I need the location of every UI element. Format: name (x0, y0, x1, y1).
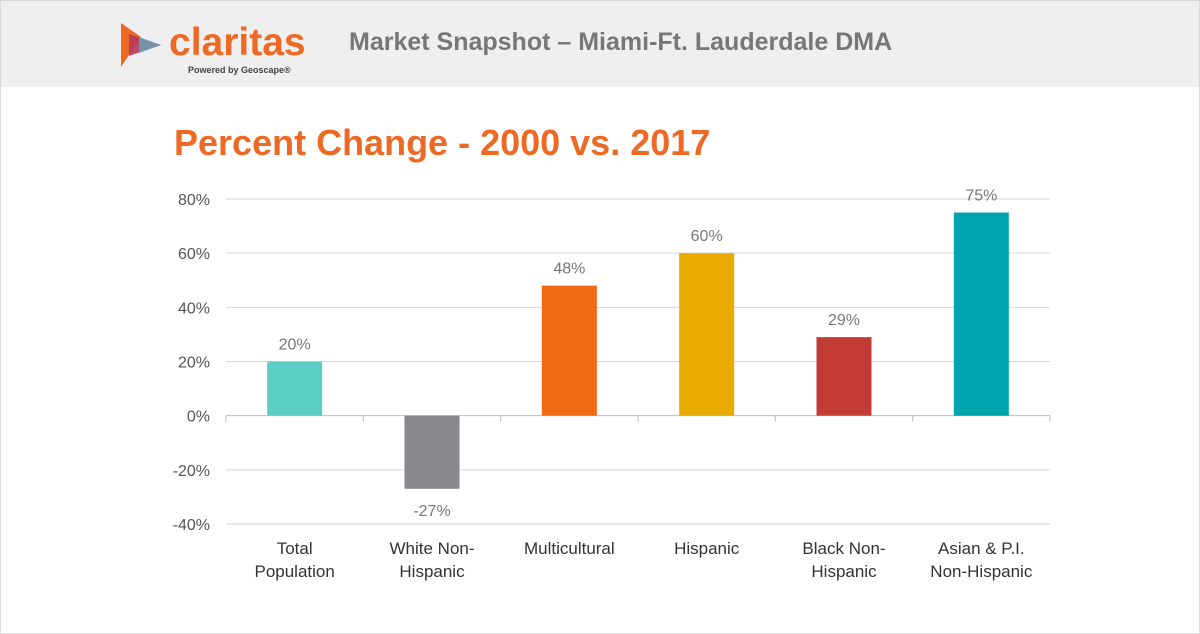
x-tick-label: Hispanic (811, 562, 877, 581)
y-tick-label: 80% (178, 192, 210, 209)
x-tick-label: White Non- (389, 539, 474, 558)
header-title: Market Snapshot – Miami-Ft. Lauderdale D… (349, 28, 893, 56)
data-label: 75% (965, 188, 997, 205)
y-tick-label: 60% (178, 246, 210, 263)
x-tick-label: Hispanic (399, 562, 465, 581)
x-tick-label: Black Non- (802, 539, 885, 558)
bar (541, 285, 597, 416)
data-label: 29% (828, 312, 860, 329)
bar (953, 212, 1009, 416)
y-tick-label: 40% (178, 300, 210, 317)
data-label: 60% (691, 228, 723, 245)
data-label: 20% (279, 337, 311, 354)
data-label: -27% (413, 503, 450, 520)
y-tick-label: -40% (173, 517, 210, 534)
bar (267, 361, 323, 416)
x-tick-label: Multicultural (524, 539, 615, 558)
data-label: 48% (553, 261, 585, 278)
logo-tagline: Powered by Geoscape® (188, 65, 291, 75)
logo-text: claritas (169, 21, 306, 64)
y-tick-label: 0% (187, 409, 210, 426)
x-tick-label: Hispanic (674, 539, 740, 558)
chart-title: Percent Change - 2000 vs. 2017 (174, 122, 711, 163)
y-tick-label: 20% (178, 355, 210, 372)
claritas-logo-icon (121, 23, 161, 67)
bar (404, 415, 460, 489)
header-bar: claritas Powered by Geoscape® Market Sna… (1, 1, 1199, 87)
x-tick-label: Non-Hispanic (930, 562, 1033, 581)
x-tick-label: Total (277, 539, 313, 558)
y-tick-label: -20% (173, 463, 210, 480)
bar (816, 337, 872, 416)
bar (679, 253, 735, 416)
x-tick-label: Asian & P.I. (938, 539, 1025, 558)
x-tick-label: Population (254, 562, 334, 581)
